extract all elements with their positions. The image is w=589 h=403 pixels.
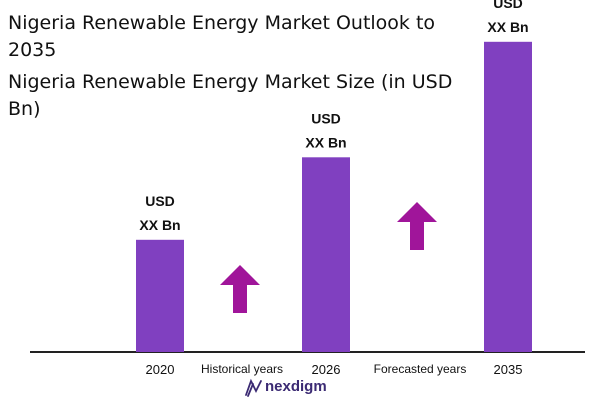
bar-2026 <box>302 157 350 352</box>
chart-subtitle: Nigeria Renewable Energy Market Size (in… <box>8 71 453 120</box>
x-tick-label: 2026 <box>312 362 341 377</box>
period-labels-group: Historical years Forecasted years <box>201 362 466 376</box>
chart-title: Nigeria Renewable Energy Market Outlook … <box>8 12 436 61</box>
nexdigm-logo-text: nexdigm <box>265 378 327 395</box>
bar-value-label: USD <box>145 193 175 209</box>
bar-value-label: XX Bn <box>487 19 528 35</box>
bar-value-label: USD <box>493 0 523 11</box>
growth-arrows-group <box>220 202 437 313</box>
bar-2020 <box>136 239 184 352</box>
bar-2035 <box>484 41 532 353</box>
nexdigm-logo-icon <box>245 378 262 397</box>
bar-labels-group: USD XX Bn USD XX Bn USD XX Bn <box>139 0 528 233</box>
historical-growth-arrow-icon <box>220 265 260 313</box>
forecast-growth-arrow-icon <box>397 202 437 250</box>
bar-value-label: XX Bn <box>139 217 180 233</box>
nexdigm-logo: nexdigm <box>245 378 327 397</box>
x-tick-label: 2035 <box>494 362 523 377</box>
period-label: Forecasted years <box>374 362 467 376</box>
bar-value-label: XX Bn <box>305 134 346 150</box>
bars-group <box>136 41 532 353</box>
period-label: Historical years <box>201 362 283 376</box>
x-tick-label: 2020 <box>146 362 175 377</box>
bar-value-label: USD <box>311 110 341 126</box>
x-tick-labels-group: 2020 2026 2035 <box>146 362 523 377</box>
